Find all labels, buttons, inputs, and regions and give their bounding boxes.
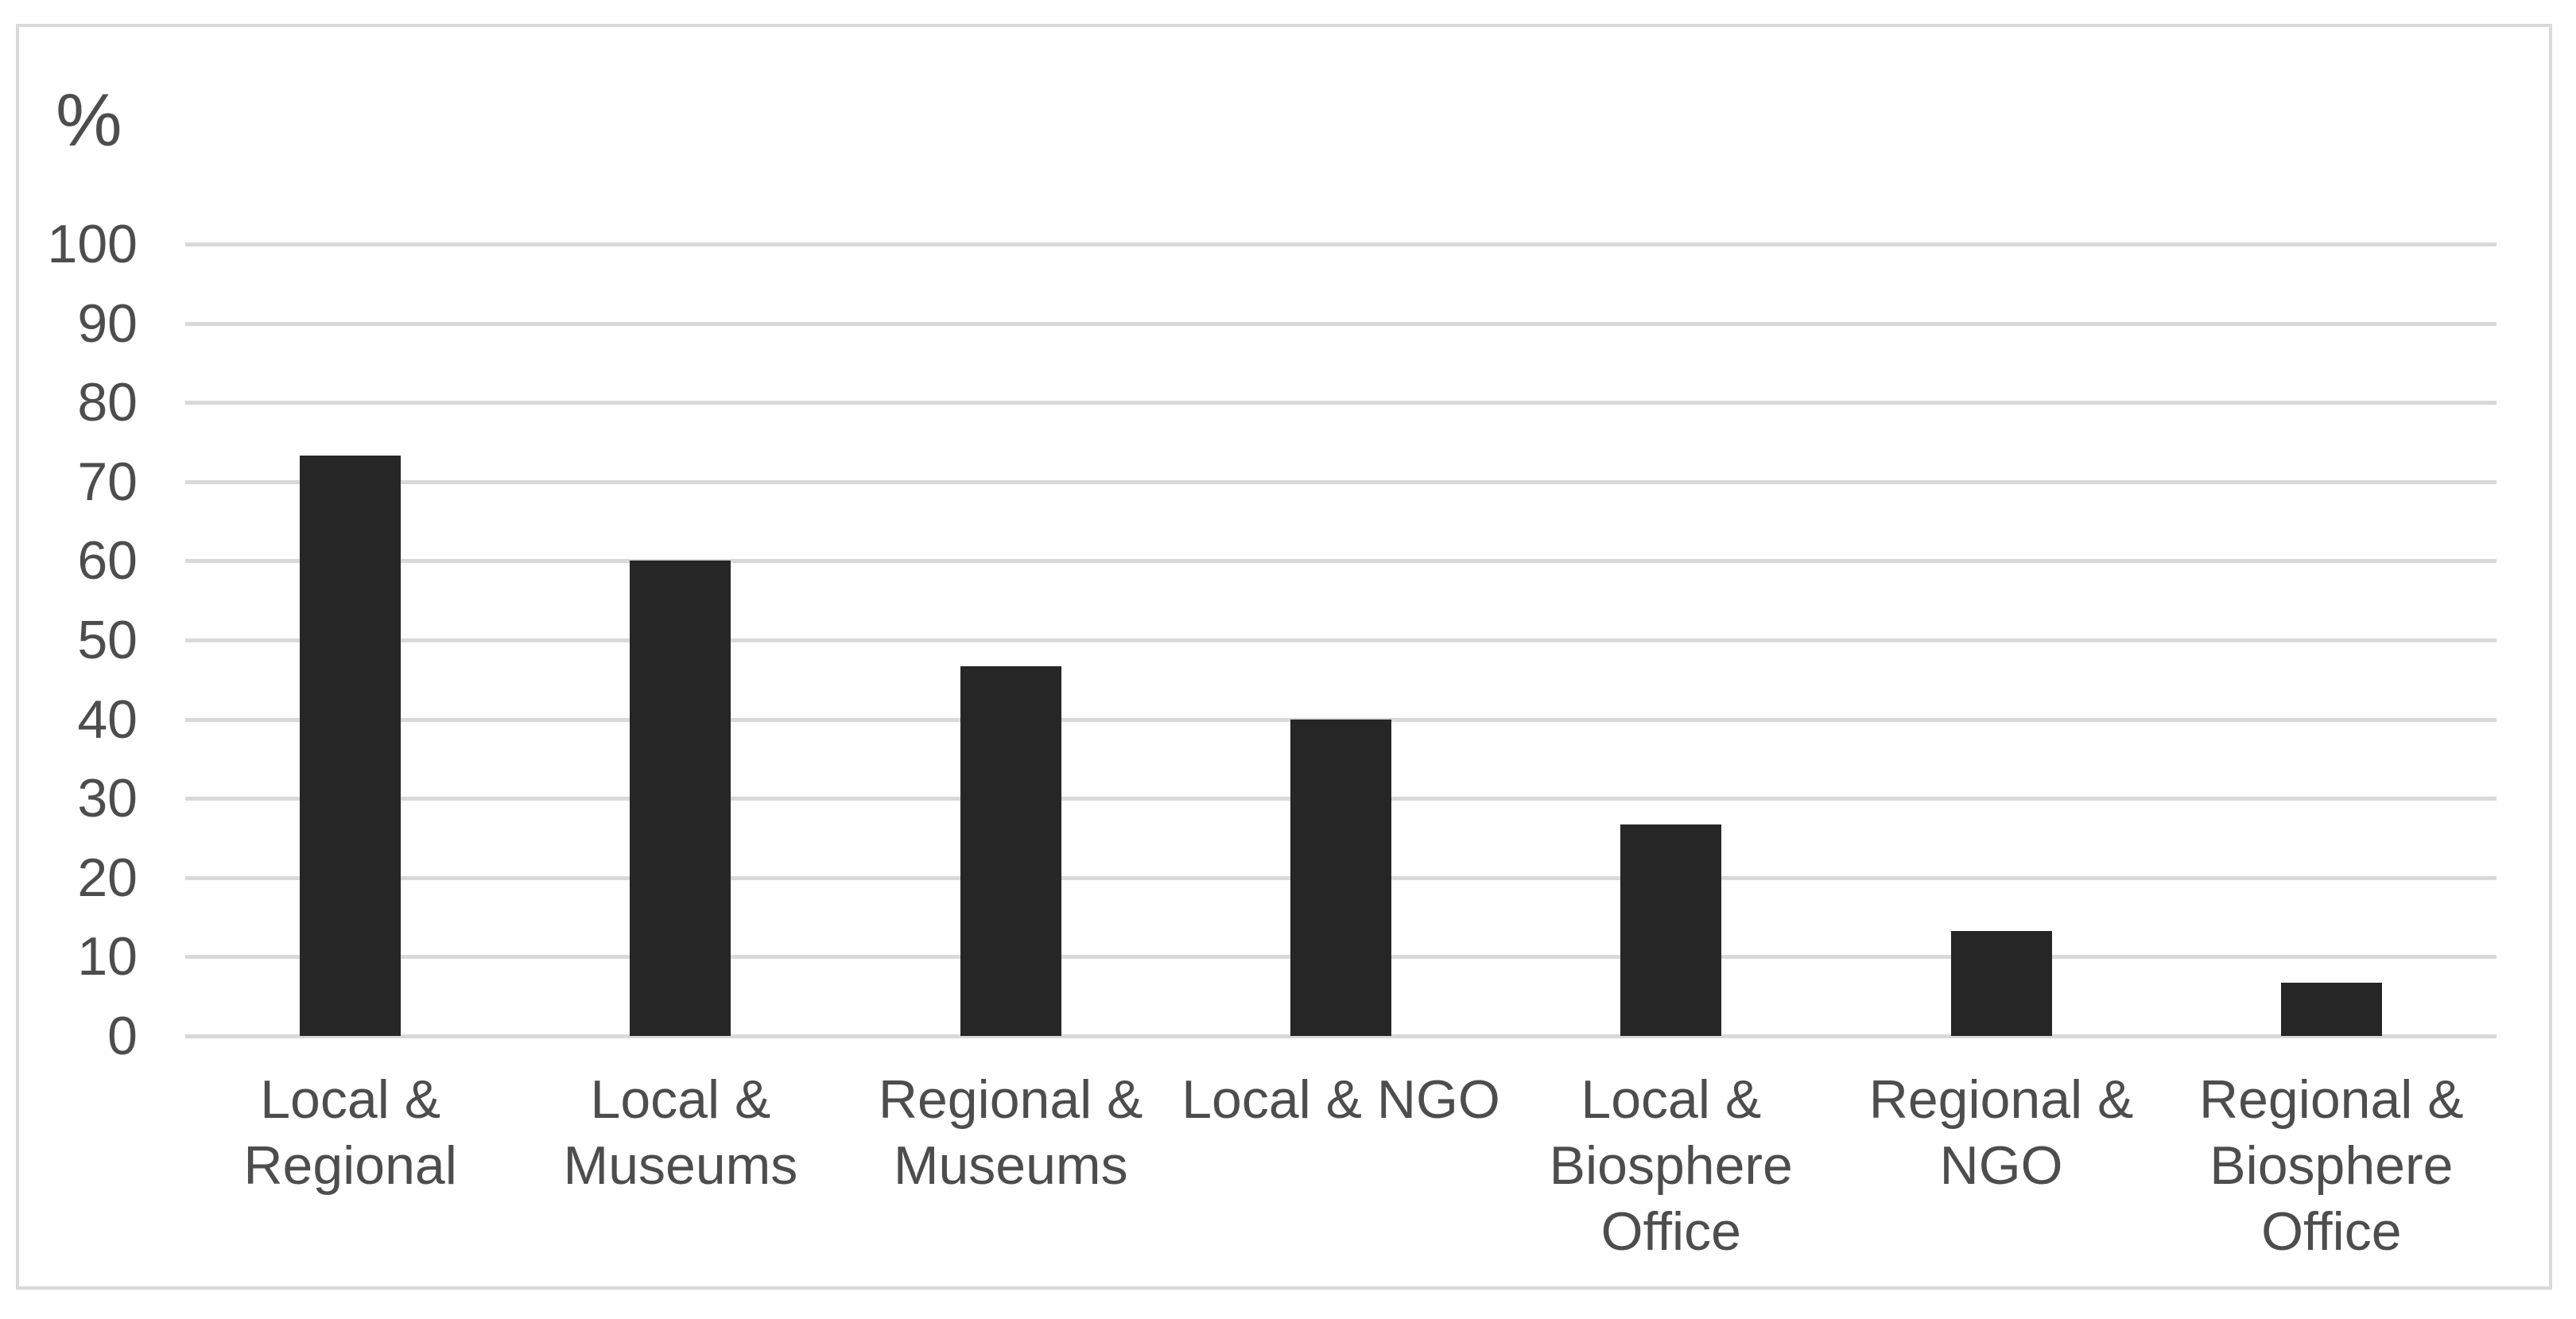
gridline: [185, 242, 2496, 246]
y-tick-label: 60: [77, 530, 138, 592]
y-tick-label: 0: [107, 1006, 138, 1066]
bar: [300, 455, 402, 1036]
y-tick-label: 70: [77, 451, 138, 512]
y-tick-label: 30: [77, 768, 138, 829]
y-tick-label: 80: [77, 372, 138, 433]
x-axis-label: Local & Regional: [243, 1069, 457, 1196]
y-tick-label: 90: [77, 293, 138, 354]
bar: [630, 561, 731, 1036]
x-axis-label: Local & Biosphere Office: [1549, 1069, 1793, 1262]
y-tick-label: 50: [77, 610, 138, 670]
gridline: [185, 559, 2496, 564]
gridline: [185, 321, 2496, 326]
y-tick-label: 100: [47, 214, 138, 274]
bar: [2280, 983, 2382, 1036]
y-tick-label: 10: [77, 926, 138, 987]
gridline: [185, 479, 2496, 484]
gridline: [185, 1034, 2496, 1038]
y-axis-title: %: [56, 78, 122, 161]
x-axis-label: Regional & Museums: [878, 1069, 1143, 1196]
x-axis-label: Regional & Biosphere Office: [2199, 1069, 2464, 1262]
bar: [960, 665, 1061, 1036]
bar: [1290, 719, 1391, 1036]
y-tick-label: 20: [77, 847, 138, 908]
x-axis-label: Regional & NGO: [1868, 1069, 2134, 1196]
bar: [1620, 824, 1722, 1036]
bar: [1950, 930, 2052, 1036]
chart-frame: [16, 24, 2552, 1290]
gridline: [185, 638, 2496, 642]
x-axis-label: Local & NGO: [1181, 1069, 1500, 1130]
x-axis-label: Local & Museums: [563, 1069, 798, 1196]
gridline: [185, 401, 2496, 405]
y-tick-label: 40: [77, 689, 138, 750]
